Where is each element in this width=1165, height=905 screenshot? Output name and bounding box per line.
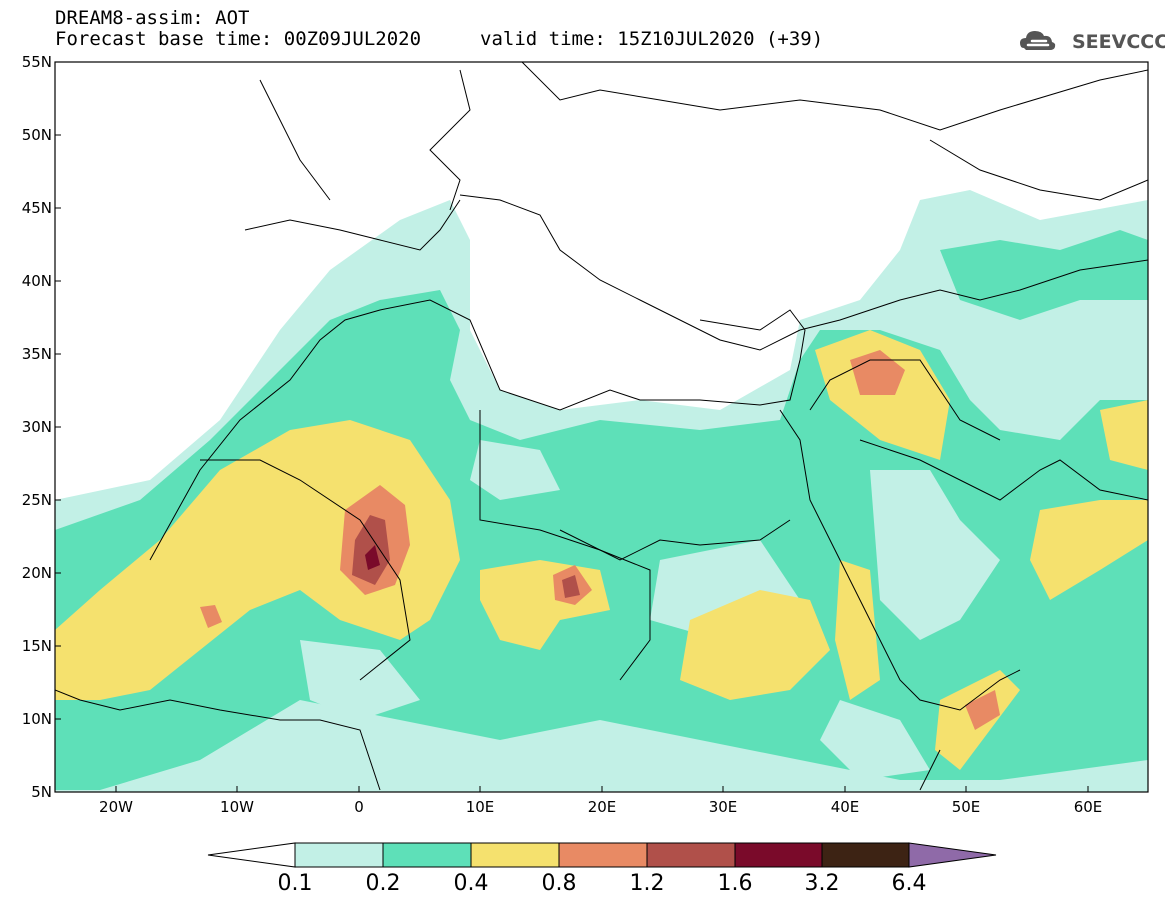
colorbar-label: 0.4	[453, 871, 489, 896]
colorbar-label: 6.4	[891, 871, 927, 896]
lon-label: 10E	[465, 798, 495, 816]
aot-band-0.1-patches	[300, 350, 1080, 780]
lon-label: 30E	[708, 798, 738, 816]
logo-text: SEEVCCC	[1072, 31, 1165, 53]
lat-label: 35N	[21, 345, 52, 363]
colorbar-label: 1.2	[629, 871, 665, 896]
colorbar-label: 0.8	[541, 871, 577, 896]
lat-label: 40N	[21, 272, 52, 290]
lon-label: 0	[354, 798, 364, 816]
lat-label: 15N	[21, 637, 52, 655]
lat-label: 10N	[21, 710, 52, 728]
map-title: DREAM8-assim: AOT	[55, 7, 250, 29]
lon-label: 40E	[830, 798, 860, 816]
lon-label: 20W	[99, 798, 133, 816]
lat-label: 45N	[21, 199, 52, 217]
colorbar-label: 0.2	[365, 871, 401, 896]
lon-label: 50E	[951, 798, 981, 816]
coastlines	[55, 62, 1148, 791]
lon-label: 20E	[587, 798, 617, 816]
lat-label: 30N	[21, 418, 52, 436]
lat-label: 50N	[21, 126, 52, 144]
aot-band-1.6	[365, 545, 380, 570]
colorbar-label: 3.2	[804, 871, 840, 896]
aot-band-0.4	[55, 330, 1148, 770]
forecast-base-time: Forecast base time: 00Z09JUL2020	[55, 28, 422, 50]
valid-time: valid time: 15Z10JUL2020 (+39)	[480, 28, 824, 50]
lat-label: 20N	[21, 564, 52, 582]
lon-label: 60E	[1073, 798, 1103, 816]
cloud-icon	[1020, 31, 1056, 50]
lat-label: 25N	[21, 491, 52, 509]
colorbar-label: 1.6	[717, 871, 753, 896]
axis-ticks	[55, 61, 1089, 792]
colorbar-label: 0.1	[277, 871, 313, 896]
lat-label: 55N	[21, 53, 52, 71]
colorbar	[207, 842, 997, 868]
lat-label: 5N	[31, 783, 52, 801]
lon-label: 10W	[220, 798, 254, 816]
